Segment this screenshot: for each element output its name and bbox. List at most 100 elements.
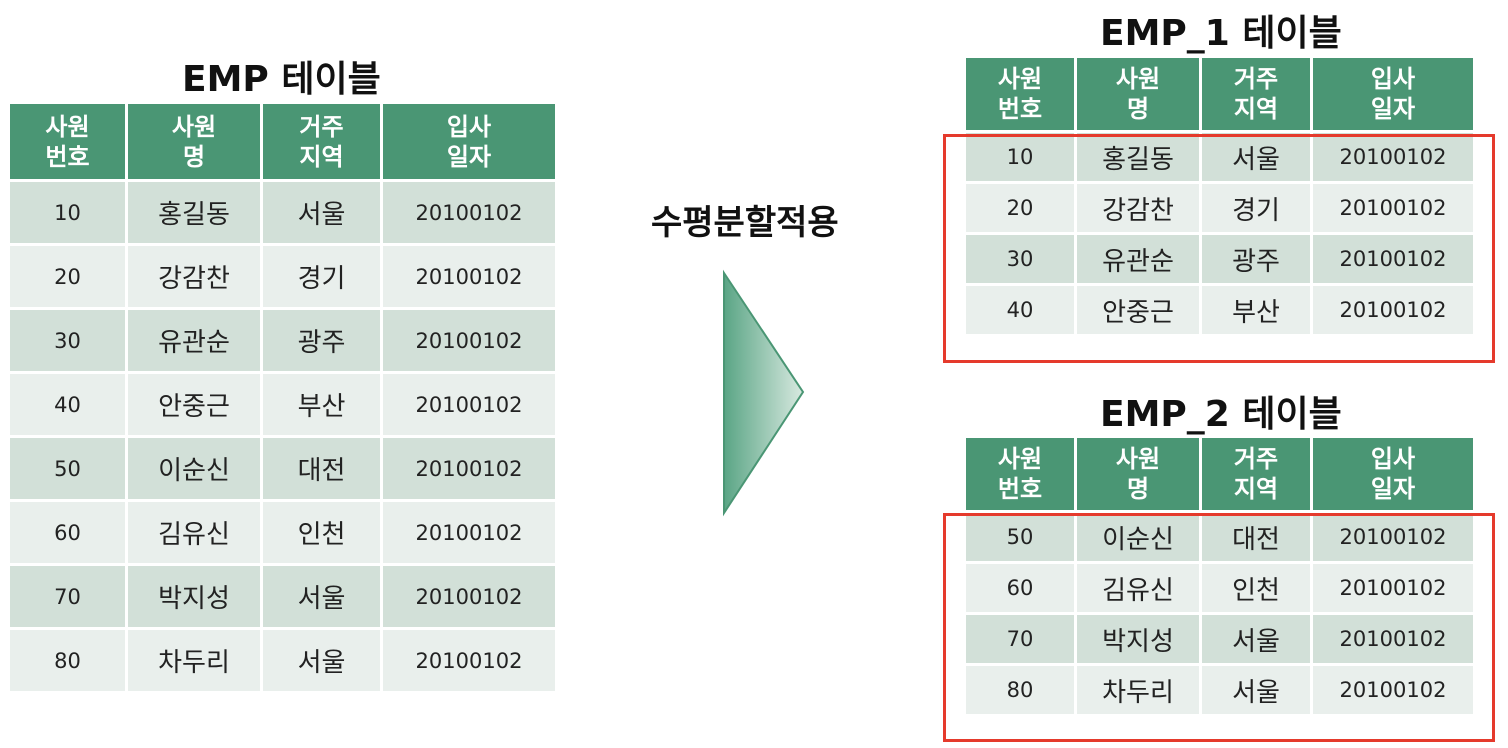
table-cell: 10 xyxy=(966,133,1074,181)
emp1-table-title: EMP_1 테이블 xyxy=(1100,13,1342,54)
emp2-table: 사원 번호 사원 명 거주 지역 입사 일자 50 이순신 대전 20100102 60 김유신 인… xyxy=(963,435,1476,717)
table-row: 30 유관순 광주 20100102 xyxy=(966,235,1473,283)
table-cell: 20100102 xyxy=(1313,235,1473,283)
column-header: 사원 명 xyxy=(1077,438,1199,510)
table-cell: 40 xyxy=(10,374,125,435)
table-row: 80 차두리 서울 20100102 xyxy=(10,630,555,691)
table-cell: 유관순 xyxy=(1077,235,1199,283)
table-cell: 30 xyxy=(10,310,125,371)
column-header: 거주 지역 xyxy=(1202,58,1310,130)
table-cell: 20100102 xyxy=(1313,564,1473,612)
table-cell: 강감찬 xyxy=(1077,184,1199,232)
table-cell: 20100102 xyxy=(1313,286,1473,334)
table-cell: 광주 xyxy=(263,310,380,371)
table-cell: 인천 xyxy=(263,502,380,563)
table-row: 10 홍길동 서울 20100102 xyxy=(966,133,1473,181)
table-row: 30 유관순 광주 20100102 xyxy=(10,310,555,371)
table-cell: 홍길동 xyxy=(1077,133,1199,181)
column-header: 사원 명 xyxy=(128,104,260,179)
table-cell: 20100102 xyxy=(1313,184,1473,232)
table-row: 40 안중근 부산 20100102 xyxy=(966,286,1473,334)
table-cell: 서울 xyxy=(1202,615,1310,663)
table-cell: 20100102 xyxy=(383,438,555,499)
table-cell: 서울 xyxy=(263,566,380,627)
header-row: 사원 번호 사원 명 거주 지역 입사 일자 xyxy=(966,438,1473,510)
table-cell: 홍길동 xyxy=(128,182,260,243)
table-cell: 김유신 xyxy=(1077,564,1199,612)
table-cell: 이순신 xyxy=(128,438,260,499)
emp-table: 사원 번호 사원 명 거주 지역 입사 일자 10 홍길동 서울 20100102 20 강감찬 경… xyxy=(7,101,558,694)
table-cell: 서울 xyxy=(1202,666,1310,714)
table-cell: 20100102 xyxy=(383,246,555,307)
table-cell: 50 xyxy=(10,438,125,499)
table-cell: 서울 xyxy=(263,630,380,691)
table-cell: 20100102 xyxy=(1313,133,1473,181)
table-cell: 인천 xyxy=(1202,564,1310,612)
table-cell: 20100102 xyxy=(383,566,555,627)
column-header: 사원 번호 xyxy=(966,58,1074,130)
table-row: 60 김유신 인천 20100102 xyxy=(966,564,1473,612)
table-cell: 20100102 xyxy=(1313,615,1473,663)
table-cell: 경기 xyxy=(1202,184,1310,232)
table-cell: 20100102 xyxy=(383,502,555,563)
table-cell: 20100102 xyxy=(383,630,555,691)
table-cell: 70 xyxy=(10,566,125,627)
emp2-highlight-box xyxy=(943,513,1495,742)
table-cell: 서울 xyxy=(1202,133,1310,181)
table-cell: 20100102 xyxy=(383,182,555,243)
table-cell: 20100102 xyxy=(1313,513,1473,561)
table-cell: 20100102 xyxy=(383,374,555,435)
table-cell: 20 xyxy=(966,184,1074,232)
table-cell: 부산 xyxy=(263,374,380,435)
table-cell: 유관순 xyxy=(128,310,260,371)
emp1-highlight-box xyxy=(943,134,1495,363)
column-header: 입사 일자 xyxy=(1313,58,1473,130)
table-cell: 20100102 xyxy=(383,310,555,371)
table-cell: 60 xyxy=(966,564,1074,612)
table-cell: 강감찬 xyxy=(128,246,260,307)
table-row: 20 강감찬 경기 20100102 xyxy=(966,184,1473,232)
table-cell: 이순신 xyxy=(1077,513,1199,561)
table-cell: 20100102 xyxy=(1313,666,1473,714)
table-cell: 대전 xyxy=(1202,513,1310,561)
table-cell: 안중근 xyxy=(1077,286,1199,334)
table-cell: 40 xyxy=(966,286,1074,334)
header-row: 사원 번호 사원 명 거주 지역 입사 일자 xyxy=(966,58,1473,130)
table-cell: 광주 xyxy=(1202,235,1310,283)
column-header: 사원 명 xyxy=(1077,58,1199,130)
table-row: 70 박지성 서울 20100102 xyxy=(966,615,1473,663)
table-cell: 대전 xyxy=(263,438,380,499)
table-cell: 10 xyxy=(10,182,125,243)
table-cell: 김유신 xyxy=(128,502,260,563)
arrow-right-icon xyxy=(723,269,805,517)
table-row: 10 홍길동 서울 20100102 xyxy=(10,182,555,243)
table-cell: 50 xyxy=(966,513,1074,561)
emp1-table: 사원 번호 사원 명 거주 지역 입사 일자 10 홍길동 서울 20100102 20 강감찬 경… xyxy=(963,55,1476,337)
table-cell: 차두리 xyxy=(128,630,260,691)
column-header: 사원 번호 xyxy=(966,438,1074,510)
table-cell: 70 xyxy=(966,615,1074,663)
table-cell: 80 xyxy=(10,630,125,691)
table-cell: 박지성 xyxy=(1077,615,1199,663)
emp2-table-title: EMP_2 테이블 xyxy=(1100,394,1342,435)
table-row: 40 안중근 부산 20100102 xyxy=(10,374,555,435)
table-cell: 차두리 xyxy=(1077,666,1199,714)
table-cell: 80 xyxy=(966,666,1074,714)
table-cell: 부산 xyxy=(1202,286,1310,334)
header-row: 사원 번호 사원 명 거주 지역 입사 일자 xyxy=(10,104,555,179)
table-row: 60 김유신 인천 20100102 xyxy=(10,502,555,563)
table-row: 50 이순신 대전 20100102 xyxy=(10,438,555,499)
table-cell: 경기 xyxy=(263,246,380,307)
table-row: 50 이순신 대전 20100102 xyxy=(966,513,1473,561)
table-cell: 서울 xyxy=(263,182,380,243)
table-cell: 60 xyxy=(10,502,125,563)
table-row: 80 차두리 서울 20100102 xyxy=(966,666,1473,714)
column-header: 입사 일자 xyxy=(1313,438,1473,510)
table-row: 70 박지성 서울 20100102 xyxy=(10,566,555,627)
table-cell: 20 xyxy=(10,246,125,307)
column-header: 거주 지역 xyxy=(263,104,380,179)
table-cell: 안중근 xyxy=(128,374,260,435)
operation-label: 수평분할적용 xyxy=(651,203,839,243)
column-header: 입사 일자 xyxy=(383,104,555,179)
table-cell: 박지성 xyxy=(128,566,260,627)
